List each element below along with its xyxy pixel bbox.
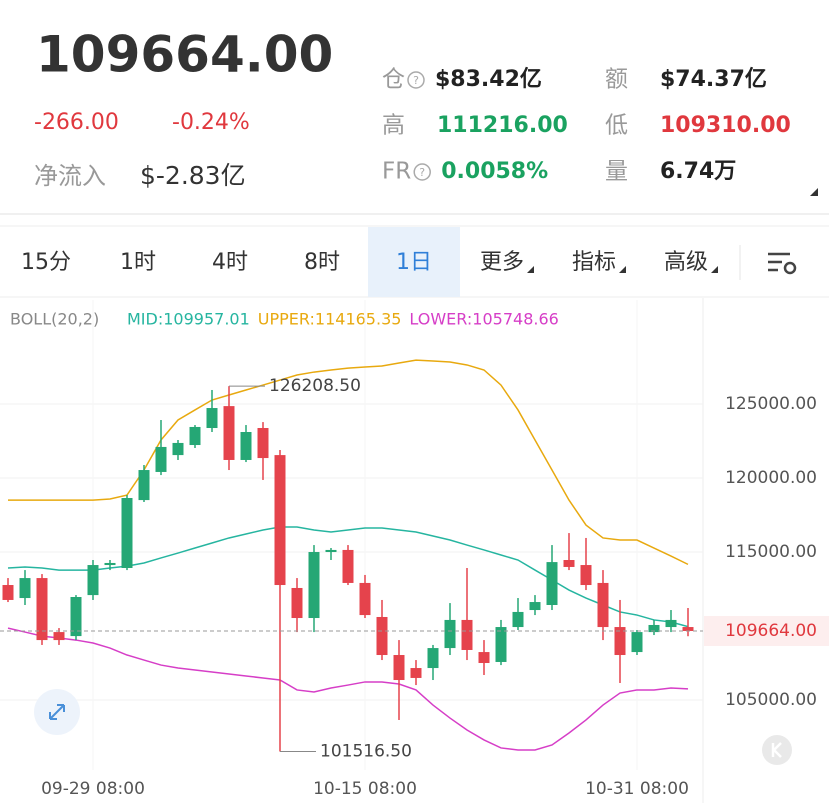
expand-triangle[interactable] (810, 188, 818, 196)
net-inflow-label: 净流入 (34, 162, 106, 190)
candle-body (155, 446, 167, 472)
tab[interactable]: 指标 (572, 250, 616, 275)
candle-body (393, 655, 405, 681)
candle-body (359, 582, 371, 616)
tab[interactable]: 8时 (304, 250, 340, 275)
candle-body (223, 406, 235, 460)
boll-line (7, 526, 689, 628)
boll-line (7, 627, 689, 751)
stat-label: 高 (382, 113, 405, 139)
candle-body (104, 562, 116, 566)
dropdown-triangle (711, 266, 719, 273)
candle-body (478, 652, 490, 664)
fullscreen-icon (49, 704, 65, 720)
help-icon[interactable] (407, 71, 425, 89)
candle-body (410, 668, 422, 678)
tab[interactable]: 4时 (212, 250, 248, 275)
candle-body (36, 578, 48, 641)
tab[interactable]: 15分 (21, 250, 71, 275)
boll-line (8, 359, 689, 566)
change: -266.00 (34, 110, 119, 135)
x-tick-label: 10-31 08:00 (585, 779, 689, 799)
candle-body (563, 560, 575, 567)
kline-icon (771, 742, 782, 758)
current-price-label: 109664.00 (725, 621, 817, 641)
price: 109664.00 (36, 26, 333, 84)
candle-body (121, 498, 133, 569)
tab[interactable]: 1时 (120, 250, 156, 275)
candle-body (274, 455, 286, 586)
candle-body (342, 549, 354, 583)
legend-entry: MID:109957.01 (127, 310, 250, 329)
y-tick-label: 105000.00 (725, 690, 817, 710)
dropdown-triangle (527, 266, 535, 273)
change-pct: -0.24% (172, 110, 250, 135)
x-tick-label: 10-15 08:00 (313, 779, 417, 799)
candle-body (427, 648, 439, 669)
stat-value: $83.42亿 (435, 67, 542, 92)
candle-body (376, 616, 388, 656)
tab-selected-bg (368, 227, 460, 297)
plot: BOLL(20,2) MID:109957.01 UPPER:114165.35 LO… (0, 300, 829, 799)
annotation: 126208.50 (269, 376, 361, 396)
stat-label: 仓 (382, 67, 405, 93)
stat-label: FR (382, 159, 411, 185)
candle-body (529, 602, 541, 611)
candle-body (53, 632, 65, 641)
candle-body (512, 611, 524, 628)
y-tick-label: 115000.00 (725, 542, 817, 562)
candle-body (580, 565, 592, 586)
candle-body (19, 578, 31, 599)
x-tick-label: 09-29 08:00 (41, 779, 145, 799)
candle-body (631, 632, 643, 653)
stat-label: 额 (605, 67, 628, 93)
stat-label: 低 (605, 113, 628, 139)
help-mark: ? (413, 74, 419, 87)
stat-value: $74.37亿 (660, 67, 767, 92)
stat-value: 111216.00 (437, 113, 568, 138)
candle-body (240, 432, 252, 460)
candle-body (546, 562, 558, 605)
tab[interactable]: 高级 (664, 250, 708, 275)
candle-body (308, 552, 320, 619)
candle-body (138, 470, 150, 501)
settings-icon[interactable] (768, 252, 797, 275)
candle-body (665, 619, 677, 628)
legend-entry: LOWER:105748.66 (409, 310, 558, 329)
dropdown-triangle (619, 266, 627, 273)
stat-value: 6.74万 (660, 159, 736, 184)
candle-body (291, 587, 303, 619)
stat-value: 0.0058% (441, 159, 548, 184)
help-mark: ? (419, 166, 425, 179)
net-inflow: $-2.83亿 (140, 161, 246, 190)
candle-body (682, 627, 694, 631)
y-tick-label: 125000.00 (725, 394, 817, 414)
candle-body (597, 582, 609, 628)
candle-body (648, 624, 660, 633)
help-icon[interactable] (413, 163, 431, 181)
tab[interactable]: 1日 (396, 250, 432, 275)
candle-body (444, 619, 456, 649)
candle-body (87, 565, 99, 596)
annotation: 101516.50 (320, 742, 412, 762)
y-tick-label: 120000.00 (725, 468, 817, 488)
candle-body (206, 408, 218, 429)
candle-body (325, 549, 337, 553)
stat-value: 109310.00 (660, 113, 791, 138)
candle-body (614, 627, 626, 656)
candle-body (495, 627, 507, 662)
indicator-label: BOLL(20,2) (10, 310, 99, 329)
candle-body (70, 597, 82, 637)
legend-entry: UPPER:114165.35 (258, 310, 402, 329)
tab[interactable]: 更多 (480, 250, 524, 275)
current-price-box (704, 615, 829, 646)
stat-label: 量 (605, 159, 628, 185)
candle-body (461, 619, 473, 650)
candle-body (257, 428, 269, 459)
candle-body (189, 426, 201, 446)
candle-body (172, 442, 184, 456)
candle-body (2, 585, 14, 600)
kline-button[interactable] (762, 735, 792, 765)
